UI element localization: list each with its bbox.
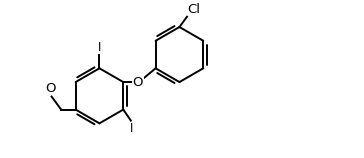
Text: I: I [130, 122, 133, 135]
Text: O: O [46, 82, 56, 95]
Text: I: I [98, 41, 101, 54]
Text: O: O [132, 76, 143, 89]
Text: Cl: Cl [188, 3, 201, 16]
